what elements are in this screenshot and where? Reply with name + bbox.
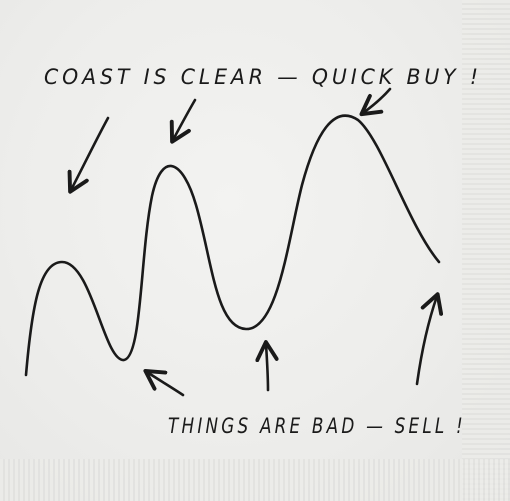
arrow-icon [67,116,110,194]
caption-top: COAST IS CLEAR — QUICK BUY ! [44,65,482,89]
arrow-icon [169,98,197,144]
napkin-embossed-edge-bottom [0,459,510,501]
caption-bottom: THINGS ARE BAD — SELL ! [168,414,466,438]
napkin-embossed-edge-right [462,0,510,501]
arrow-icon [359,87,392,117]
arrow-icon [415,292,444,386]
arrow-icon [255,340,279,392]
wave-line [24,114,441,377]
arrow-icon [143,368,185,397]
